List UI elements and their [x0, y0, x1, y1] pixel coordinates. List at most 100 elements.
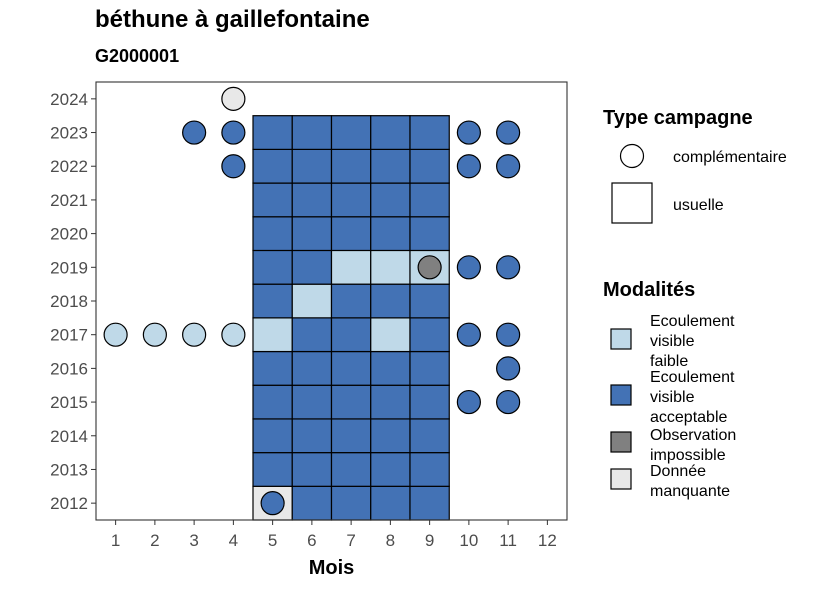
- tile-2012-8: [370, 485, 411, 521]
- tile-2016-7: [330, 350, 372, 386]
- legend-label-faible: Ecoulement: [650, 313, 735, 330]
- x-tick-label: 1: [111, 531, 120, 550]
- point-2019-10: [456, 255, 481, 280]
- tile-2013-8: [370, 452, 411, 487]
- tile-2017-6: [291, 317, 333, 353]
- y-tick-label: 2015: [50, 393, 88, 412]
- point-2023-10: [456, 120, 481, 145]
- tile-2023-7: [330, 115, 372, 150]
- x-tick-label: 8: [386, 531, 395, 550]
- tile-2019-7: [330, 249, 372, 285]
- y-tick-label: 2020: [50, 225, 88, 244]
- tile-2014-5: [252, 418, 293, 454]
- tile-2017-5: [252, 317, 293, 353]
- legend-label-acceptable: acceptable: [650, 409, 727, 426]
- point-2012-5: [260, 491, 285, 516]
- tile-2023-9: [409, 115, 450, 150]
- legend-square-key: [611, 182, 653, 224]
- tile-2013-9: [409, 452, 450, 487]
- y-tick-label: 2014: [50, 427, 88, 446]
- tile-2022-5: [252, 148, 293, 184]
- tile-2012-9: [409, 485, 450, 521]
- tile-2017-7: [330, 317, 372, 353]
- tile-2016-6: [291, 350, 333, 386]
- tile-2023-8: [370, 115, 411, 150]
- tile-2021-8: [370, 182, 411, 218]
- y-tick-label: 2023: [50, 124, 88, 143]
- tile-2022-9: [409, 148, 450, 184]
- tile-2022-6: [291, 148, 333, 184]
- tile-2014-7: [330, 418, 372, 454]
- tile-2015-8: [370, 384, 411, 420]
- point-2024-4: [221, 86, 246, 111]
- legend-label-faible: faible: [650, 353, 688, 370]
- tile-2015-7: [330, 384, 372, 420]
- x-tick-label: 12: [538, 531, 557, 550]
- tile-2020-7: [330, 216, 372, 252]
- point-2022-4: [221, 154, 246, 179]
- legend-type-label: usuelle: [673, 197, 724, 214]
- y-tick-label: 2017: [50, 326, 88, 345]
- tile-2019-8: [370, 249, 411, 285]
- legend-label-acceptable: Ecoulement: [650, 369, 735, 386]
- point-2022-11: [496, 154, 521, 179]
- legend-type-label: complémentaire: [673, 149, 787, 166]
- tile-2021-9: [409, 182, 450, 218]
- point-2017-11: [496, 322, 521, 347]
- point-2023-3: [182, 120, 207, 145]
- x-tick-label: 3: [189, 531, 198, 550]
- point-2022-10: [456, 154, 481, 179]
- y-tick-label: 2019: [50, 258, 88, 277]
- tile-2014-8: [370, 418, 411, 454]
- y-tick-label: 2022: [50, 157, 88, 176]
- tile-2016-8: [370, 350, 411, 386]
- tile-2021-6: [291, 182, 333, 218]
- point-2017-3: [182, 322, 207, 347]
- point-2023-4: [221, 120, 246, 145]
- point-2016-11: [496, 356, 521, 381]
- tile-2012-6: [291, 485, 333, 521]
- x-tick-label: 5: [268, 531, 277, 550]
- y-tick-label: 2012: [50, 494, 88, 513]
- legend-label-acceptable: visible: [650, 389, 695, 406]
- point-2023-11: [496, 120, 521, 145]
- x-tick-label: 11: [499, 531, 517, 550]
- tile-2016-5: [252, 350, 293, 386]
- legend-label-impossible: Observation: [650, 427, 736, 444]
- chart-subtitle: G2000001: [95, 46, 180, 66]
- tile-2021-7: [330, 182, 372, 218]
- point-2017-10: [456, 322, 481, 347]
- tile-2018-9: [409, 283, 450, 319]
- tile-2022-8: [370, 148, 411, 184]
- x-axis-label: Mois: [309, 557, 355, 579]
- tile-2013-5: [252, 452, 293, 487]
- x-tick-label: 9: [425, 531, 434, 550]
- tile-2020-9: [409, 216, 450, 252]
- y-tick-label: 2018: [50, 292, 88, 311]
- tile-2019-5: [252, 249, 293, 285]
- tile-2012-7: [330, 485, 372, 521]
- point-2017-4: [221, 322, 246, 347]
- legend-label-manquante: Donnée: [650, 463, 706, 480]
- tile-2017-9: [409, 317, 450, 353]
- point-2017-2: [142, 322, 167, 347]
- legend-label-manquante: manquante: [650, 483, 730, 500]
- tile-2018-6: [291, 283, 333, 319]
- tile-2015-9: [409, 384, 450, 420]
- tile-2013-6: [291, 452, 333, 487]
- tile-2019-6: [291, 249, 333, 285]
- tile-2020-8: [370, 216, 411, 252]
- legend-label-faible: visible: [650, 333, 695, 350]
- tile-2021-5: [252, 182, 293, 218]
- y-tick-label: 2021: [50, 191, 88, 210]
- x-tick-label: 4: [229, 531, 238, 550]
- tile-2020-6: [291, 216, 333, 252]
- tile-2020-5: [252, 216, 293, 252]
- tile-2022-7: [330, 148, 372, 184]
- point-2017-1: [103, 322, 128, 347]
- point-2015-10: [456, 389, 481, 415]
- y-tick-label: 2013: [50, 460, 88, 479]
- legend-circle-key: [619, 143, 645, 169]
- tile-2023-6: [291, 115, 333, 150]
